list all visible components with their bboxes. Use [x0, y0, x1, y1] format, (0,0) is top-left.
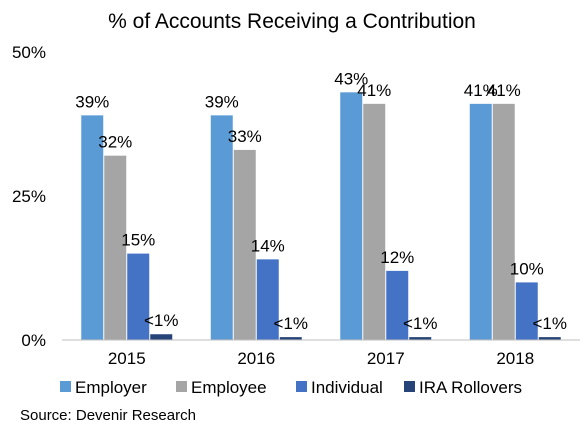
- legend-label: Employer: [75, 378, 147, 397]
- bar-individual-2018: [515, 282, 538, 340]
- data-label: <1%: [144, 311, 179, 330]
- bar-employee-2018: [492, 103, 515, 340]
- x-tick-label: 2018: [496, 349, 534, 368]
- data-label: 43%: [334, 69, 368, 88]
- data-label: 14%: [251, 236, 285, 255]
- data-label: <1%: [403, 314, 438, 333]
- chart-title: % of Accounts Receiving a Contribution: [108, 10, 476, 33]
- x-tick-label: 2015: [108, 349, 146, 368]
- bar-ira-rollovers-2015: [150, 334, 173, 340]
- x-axis: 2015 2016 2017 2018: [108, 349, 534, 368]
- bar-employer-2017: [340, 92, 363, 340]
- legend-label: Individual: [311, 378, 383, 397]
- data-label: <1%: [533, 314, 568, 333]
- data-label: 33%: [228, 127, 262, 146]
- data-label: 12%: [380, 248, 414, 267]
- bar-employer-2018: [469, 103, 492, 340]
- bar-employee-2016: [233, 149, 256, 340]
- y-tick-label: 0%: [21, 331, 46, 350]
- bar-ira-rollovers-2018: [538, 337, 561, 340]
- bar-individual-2017: [386, 270, 409, 340]
- y-axis: 0% 25% 50%: [12, 43, 46, 350]
- legend-swatch: [60, 381, 71, 392]
- y-tick-label: 25%: [12, 187, 46, 206]
- source-note: Source: Devenir Research: [20, 407, 196, 424]
- legend-swatch: [176, 381, 187, 392]
- bar-employer-2015: [81, 115, 104, 340]
- data-label: 32%: [98, 133, 132, 152]
- x-tick-label: 2017: [367, 349, 405, 368]
- data-label: 39%: [75, 92, 109, 111]
- bar-employee-2015: [104, 155, 127, 340]
- legend-swatch: [296, 381, 307, 392]
- legend-swatch: [404, 381, 415, 392]
- bar-employee-2017: [363, 103, 386, 340]
- bar-individual-2016: [256, 259, 279, 340]
- data-label: 41%: [487, 81, 521, 100]
- legend: Employer Employee Individual IRA Rollovers: [60, 378, 522, 397]
- legend-label: IRA Rollovers: [419, 378, 522, 397]
- data-label: 10%: [510, 259, 544, 278]
- x-tick-label: 2016: [237, 349, 275, 368]
- bar-employer-2016: [210, 115, 233, 340]
- data-label: 41%: [464, 81, 498, 100]
- plot-area: 39%32%15%<1%39%33%14%<1%43%41%12%<1%41%4…: [75, 69, 567, 340]
- data-label: 41%: [357, 81, 391, 100]
- data-label: <1%: [274, 314, 309, 333]
- data-label: 39%: [205, 92, 239, 111]
- data-label: 15%: [121, 231, 155, 250]
- bar-ira-rollovers-2017: [409, 337, 432, 340]
- y-tick-label: 50%: [12, 43, 46, 62]
- legend-label: Employee: [191, 378, 267, 397]
- bar-ira-rollovers-2016: [279, 337, 302, 340]
- bar-individual-2015: [127, 253, 150, 340]
